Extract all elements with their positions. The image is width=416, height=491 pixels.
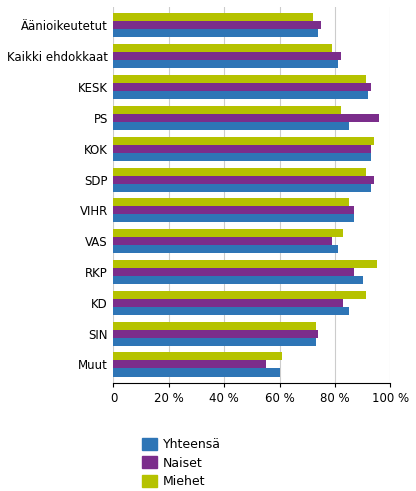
Bar <box>114 106 341 114</box>
Bar <box>114 338 316 346</box>
Bar <box>114 60 338 68</box>
Bar <box>114 237 332 245</box>
Bar <box>114 83 371 91</box>
Bar <box>114 215 354 222</box>
Bar <box>114 353 282 360</box>
Bar <box>114 75 366 83</box>
Bar <box>114 198 349 206</box>
Bar <box>114 145 371 153</box>
Bar <box>114 360 266 368</box>
Bar <box>114 114 379 122</box>
Bar <box>114 52 341 60</box>
Bar <box>114 229 343 237</box>
Bar <box>114 91 368 99</box>
Bar <box>114 153 371 161</box>
Bar <box>114 167 366 176</box>
Bar <box>114 29 319 37</box>
Bar <box>114 260 376 268</box>
Bar <box>114 44 332 52</box>
Bar <box>114 136 374 145</box>
Bar <box>114 13 313 22</box>
Bar <box>114 245 338 253</box>
Bar <box>114 368 280 377</box>
Bar <box>114 184 371 191</box>
Bar <box>114 322 316 329</box>
Bar <box>114 299 343 307</box>
Legend: Yhteensä, Naiset, Miehet: Yhteensä, Naiset, Miehet <box>142 438 221 488</box>
Bar <box>114 307 349 315</box>
Bar <box>114 276 363 284</box>
Bar <box>114 329 319 338</box>
Bar <box>114 176 374 184</box>
Bar <box>114 22 321 29</box>
Bar <box>114 291 366 299</box>
Bar <box>114 268 354 276</box>
Bar <box>114 206 354 215</box>
Bar <box>114 122 349 130</box>
